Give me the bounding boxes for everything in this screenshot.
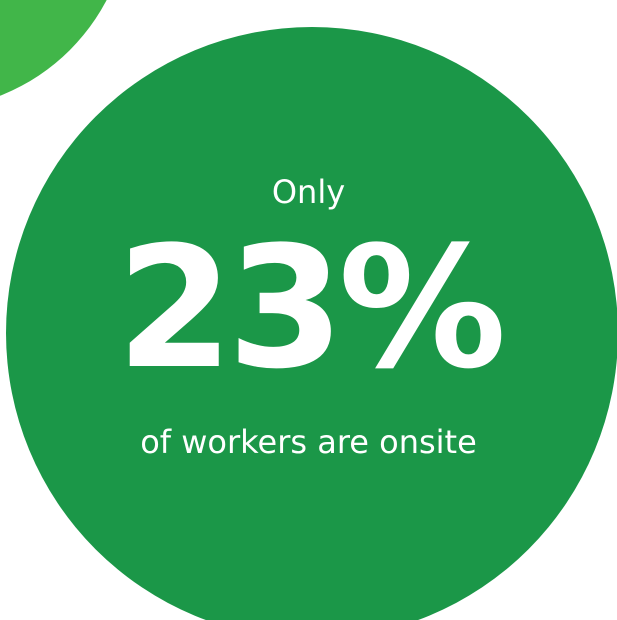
stat-circle xyxy=(6,27,617,620)
accent-circle xyxy=(0,0,130,110)
stat-prefix: Only xyxy=(271,173,346,211)
stat-caption: of workers are onsite xyxy=(140,423,477,461)
stat-value: 23% xyxy=(116,210,506,406)
